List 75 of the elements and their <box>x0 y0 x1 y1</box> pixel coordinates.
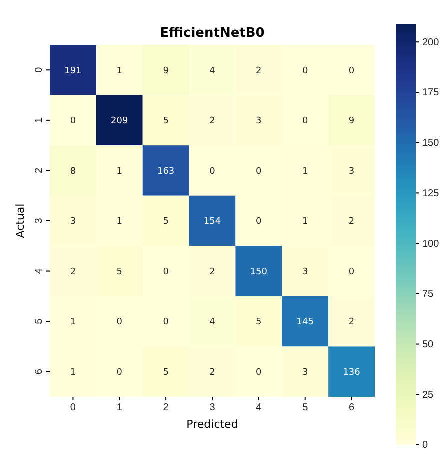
data-label: 2 <box>210 267 216 278</box>
data-label: 1 <box>70 368 76 378</box>
color-bar-label: 100 <box>422 238 440 250</box>
color-bar-label: 50 <box>422 339 434 350</box>
x-tick-label: 0 <box>70 402 76 414</box>
color-bar-label: 75 <box>422 289 434 300</box>
data-label: 1 <box>302 217 308 228</box>
x-tick-label: 5 <box>302 402 309 414</box>
data-label: 4 <box>210 66 216 76</box>
x-axis-title: Predicted <box>186 418 238 431</box>
data-label: 3 <box>302 368 308 378</box>
color-bar-label: 200 <box>422 37 440 48</box>
data-label: 163 <box>157 166 175 177</box>
data-label: 154 <box>204 217 222 228</box>
x-tick-label: 2 <box>163 402 170 414</box>
y-tick-label: 2 <box>34 167 45 174</box>
data-label: 5 <box>163 217 169 228</box>
color-bar-label: 25 <box>422 390 434 401</box>
data-label: 0 <box>70 116 76 127</box>
data-label: 0 <box>302 66 308 76</box>
y-axis-title: Actual <box>14 204 27 238</box>
data-label: 150 <box>250 267 268 278</box>
data-label: 4 <box>210 318 216 328</box>
data-label: 9 <box>348 116 355 127</box>
data-label: 0 <box>302 116 308 127</box>
data-label: 0 <box>163 267 170 278</box>
data-label: 2 <box>210 116 216 127</box>
data-label: 191 <box>64 66 82 76</box>
data-label: 5 <box>163 368 169 378</box>
data-label: 1 <box>116 166 123 177</box>
x-tick-label: 1 <box>116 402 123 414</box>
x-tick-label: 3 <box>210 402 216 414</box>
data-label: 2 <box>348 217 355 228</box>
data-label: 5 <box>256 318 262 328</box>
color-bar-label: 0 <box>422 440 428 450</box>
data-label: 2 <box>70 267 76 278</box>
data-label: 0 <box>256 368 262 378</box>
chart-title: EfficientNetB0 <box>160 26 265 41</box>
data-label: 1 <box>116 217 123 228</box>
data-label: 0 <box>348 66 355 76</box>
data-label: 8 <box>70 166 76 177</box>
data-label: 0 <box>116 368 123 378</box>
data-label: 2 <box>210 368 216 378</box>
y-tick-label: 3 <box>34 218 45 224</box>
data-label: 5 <box>116 267 123 278</box>
color-bar-label: 125 <box>422 188 440 200</box>
data-label: 1 <box>116 66 123 76</box>
data-label: 0 <box>210 166 216 177</box>
data-label: 0 <box>116 318 123 328</box>
color-bar-label: 150 <box>422 138 440 150</box>
color-bar-label: 175 <box>422 88 440 99</box>
data-label: 3 <box>302 267 308 278</box>
data-label: 3 <box>348 166 355 177</box>
data-label: 0 <box>163 318 170 328</box>
data-label: 0 <box>256 217 262 228</box>
y-tick-label: 0 <box>34 66 45 73</box>
data-label: 1 <box>302 166 308 177</box>
data-label: 0 <box>256 166 262 177</box>
data-label: 209 <box>111 116 128 127</box>
data-label: 2 <box>256 66 262 76</box>
y-tick-label: 5 <box>34 318 45 324</box>
data-label: 136 <box>343 368 361 378</box>
x-tick-label: 4 <box>256 402 262 414</box>
data-label: 2 <box>348 318 355 328</box>
data-label: 5 <box>163 116 169 127</box>
y-tick-label: 6 <box>34 368 45 375</box>
x-tick-label: 6 <box>349 402 356 414</box>
data-label: 1 <box>70 318 76 328</box>
y-tick-label: 4 <box>34 268 45 274</box>
data-label: 3 <box>70 217 76 228</box>
data-label: 145 <box>296 318 314 328</box>
y-tick-label: 1 <box>34 117 45 124</box>
data-label: 3 <box>256 116 262 127</box>
data-label: 9 <box>163 66 170 76</box>
data-label: 0 <box>348 267 355 278</box>
